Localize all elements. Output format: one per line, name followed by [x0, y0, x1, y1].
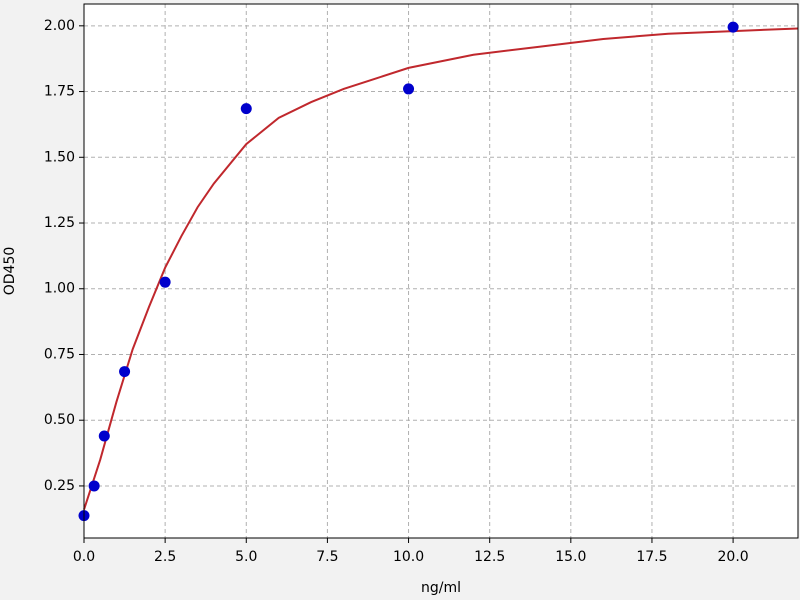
plot-frame [83, 3, 799, 539]
x-tick-label: 15.0 [555, 549, 586, 565]
x-tick-label: 12.5 [474, 549, 505, 565]
y-tick-label: 0.50 [44, 412, 75, 428]
y-tick-label: 1.50 [44, 149, 75, 165]
data-point [98, 430, 110, 442]
data-point [119, 366, 131, 378]
x-axis-label: ng/ml [421, 580, 461, 596]
data-point [727, 21, 739, 33]
y-tick-label: 0.25 [44, 478, 75, 494]
fit-curve [83, 27, 799, 510]
y-tick-label: 2.00 [44, 18, 75, 34]
data-point [88, 480, 100, 492]
plot-area [84, 4, 798, 538]
y-axis-label: OD450 [2, 247, 18, 296]
y-tick-label: 1.25 [44, 215, 75, 231]
y-tick-label: 1.75 [44, 84, 75, 100]
x-tick-label: 7.5 [316, 549, 338, 565]
data-point [159, 276, 171, 288]
x-tick-label: 5.0 [235, 549, 257, 565]
data-point [240, 103, 252, 115]
data-point [403, 83, 415, 95]
x-tick-label: 10.0 [393, 549, 424, 565]
y-tick-label: 0.75 [44, 346, 75, 362]
x-tick-label: 20.0 [718, 549, 749, 565]
x-tick-label: 0.0 [73, 549, 95, 565]
x-tick-label: 17.5 [636, 549, 667, 565]
x-tick-label: 2.5 [154, 549, 176, 565]
y-tick-label: 1.00 [44, 281, 75, 297]
